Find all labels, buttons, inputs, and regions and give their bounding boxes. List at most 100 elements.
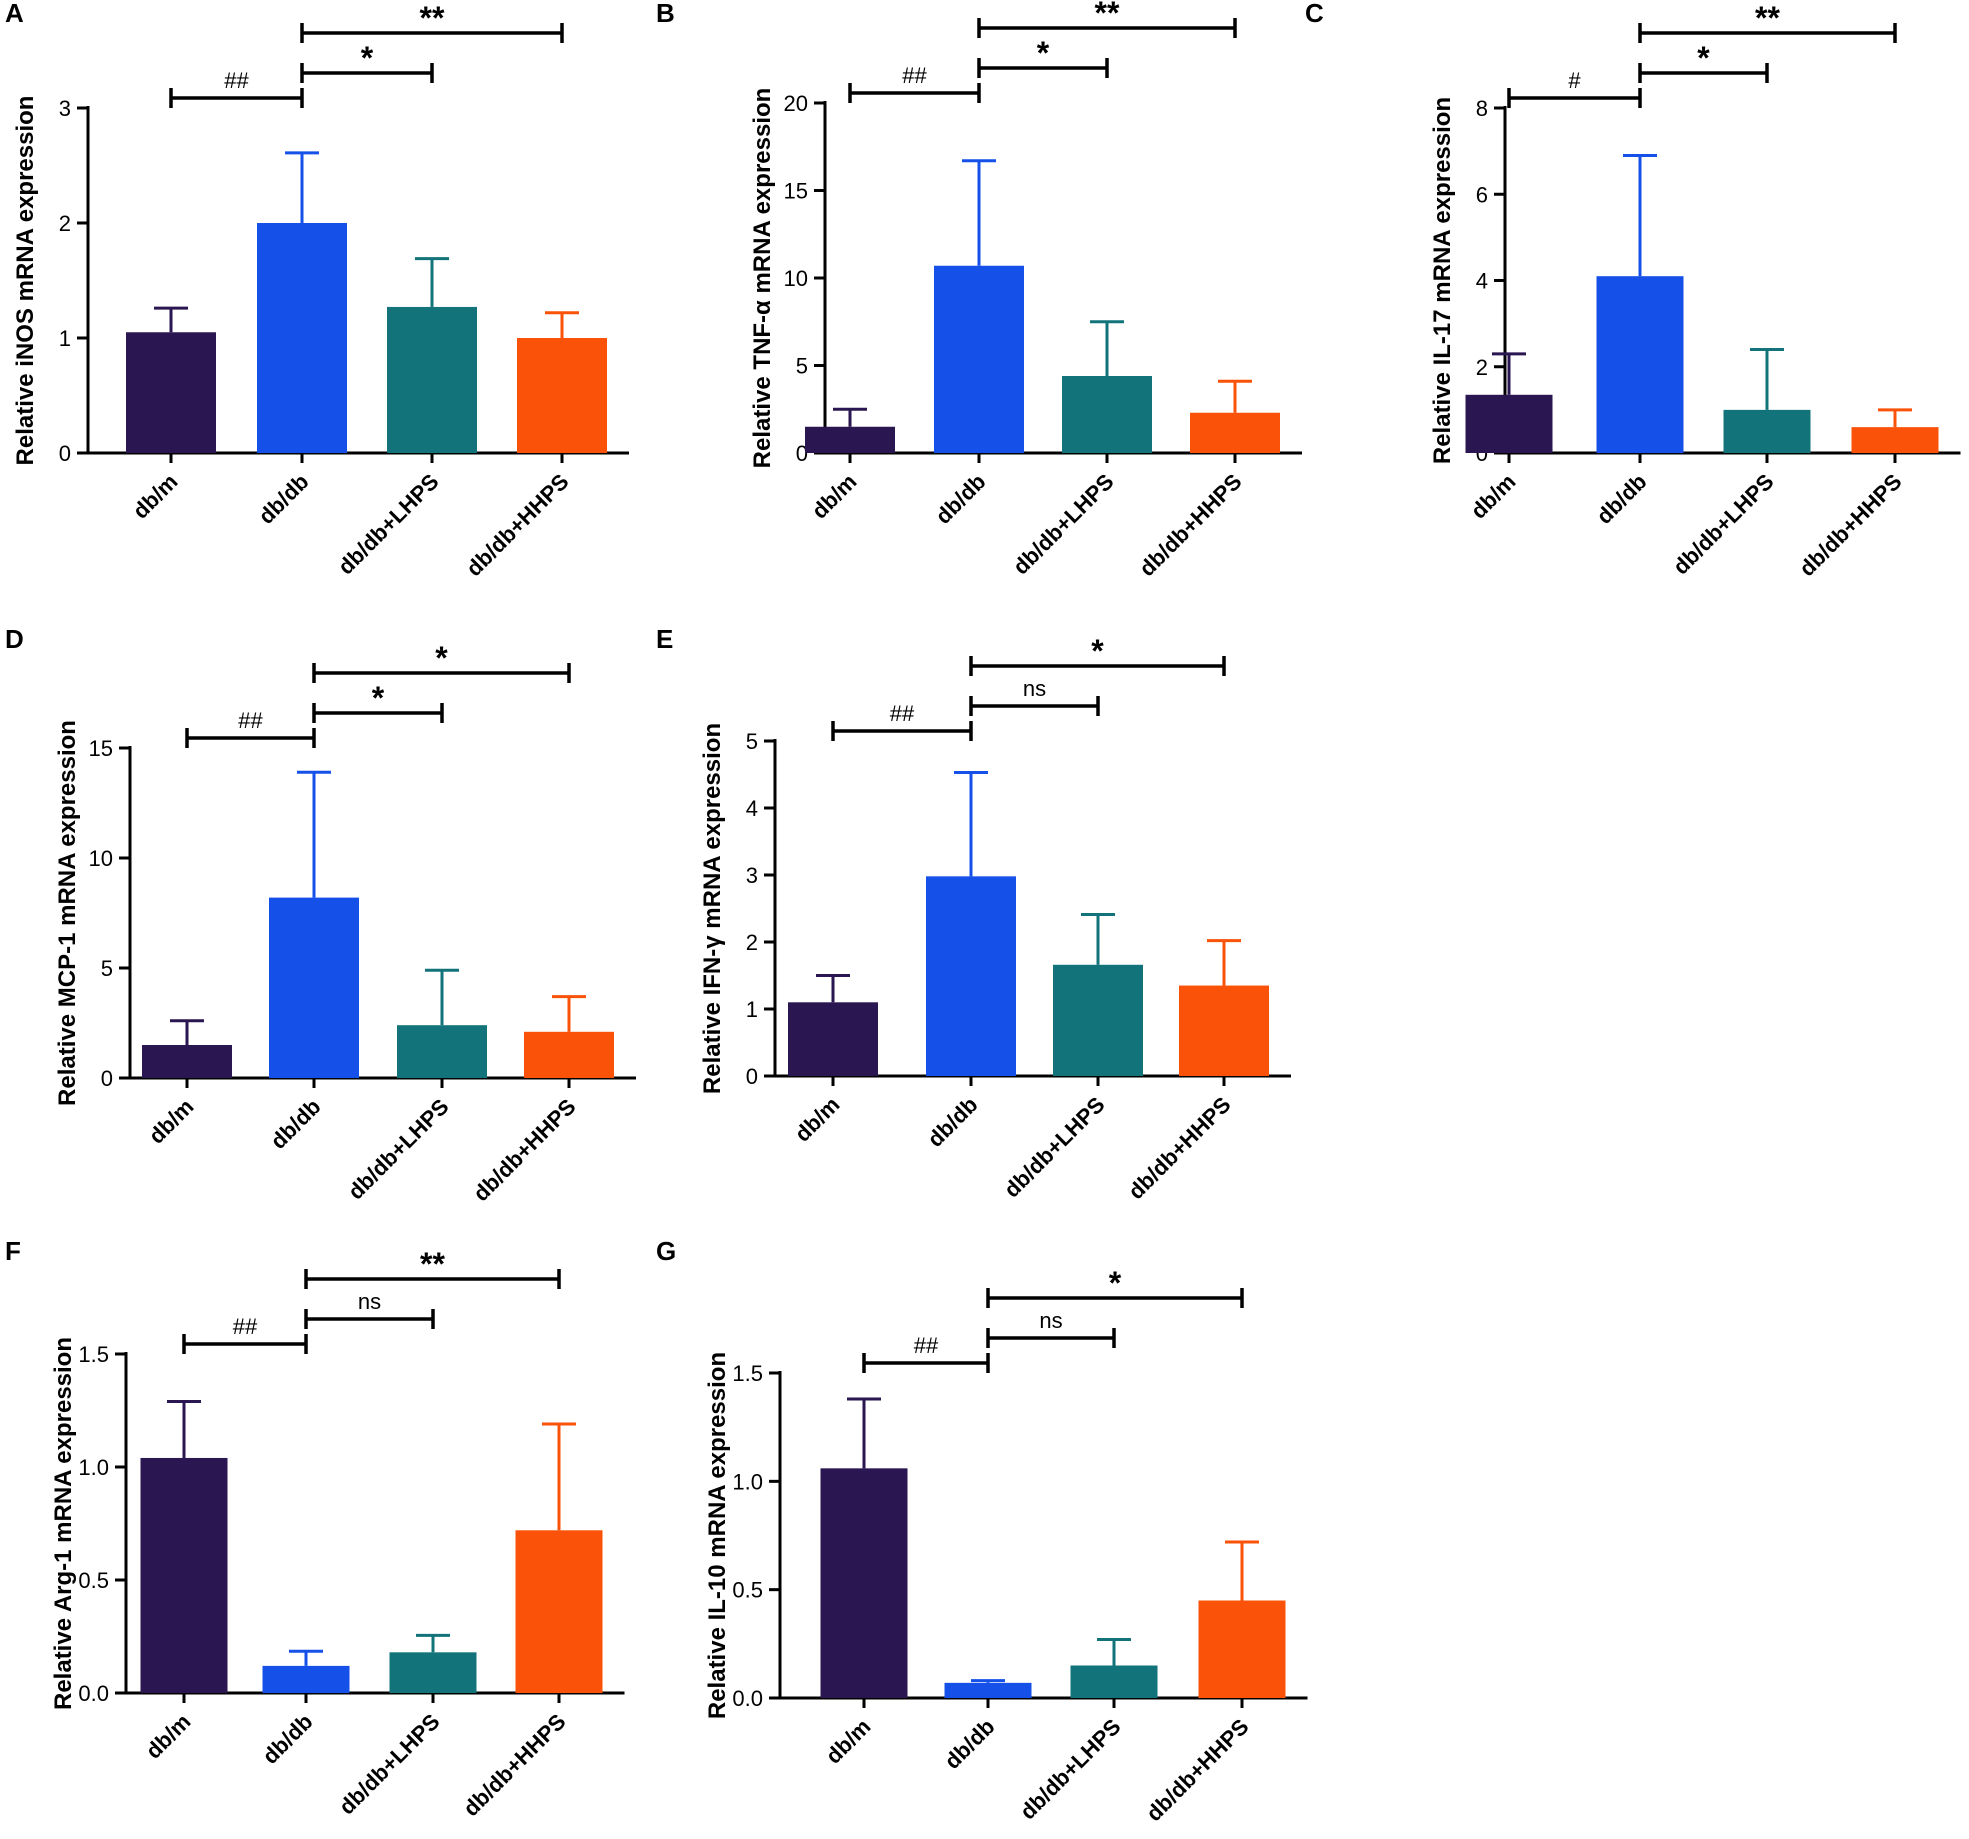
x-tick-label-c: db/db — [1592, 469, 1652, 529]
y-axis-label-g: Relative IL-10 mRNA expression — [704, 1352, 731, 1719]
x-tick-label-g: db/db+LHPS — [1015, 1714, 1126, 1825]
bar-e-3 — [1179, 985, 1269, 1076]
x-tick-label-f: db/m — [141, 1709, 196, 1764]
panel-letter-g: G — [656, 1236, 676, 1266]
sig-label-e-0: ## — [890, 701, 915, 726]
y-tick-label-a: 3 — [59, 96, 71, 121]
bar-b-1 — [934, 265, 1024, 453]
sig-label-g-2: * — [1109, 1265, 1122, 1301]
y-tick-label-a: 0 — [59, 441, 71, 466]
bar-d-1 — [269, 897, 359, 1078]
sig-label-e-2: * — [1091, 633, 1104, 669]
y-tick-label-g: 1.5 — [732, 1361, 763, 1386]
y-tick-label-c: 4 — [1476, 269, 1488, 294]
y-axis-label-b: Relative TNF-α mRNA expression — [749, 88, 776, 469]
panel-letter-f: F — [5, 1236, 21, 1266]
sig-label-e-1: ns — [1023, 676, 1046, 701]
sig-label-a-1: * — [361, 40, 374, 76]
bar-b-2 — [1062, 376, 1152, 453]
bar-c-2 — [1723, 409, 1811, 453]
bar-e-0 — [788, 1002, 878, 1076]
y-tick-label-d: 10 — [89, 846, 113, 871]
x-tick-label-d: db/db — [266, 1094, 326, 1154]
sig-label-a-2: ** — [420, 0, 445, 36]
x-tick-label-b: db/db — [931, 469, 991, 529]
y-tick-label-e: 5 — [746, 729, 758, 754]
sig-label-c-1: * — [1697, 40, 1710, 76]
bar-c-1 — [1596, 276, 1684, 453]
y-tick-label-b: 20 — [784, 91, 808, 116]
y-axis-label-e: Relative IFN-γ mRNA expression — [699, 723, 726, 1094]
y-tick-label-f: 1.0 — [78, 1455, 109, 1480]
y-tick-label-f: 1.5 — [78, 1342, 109, 1367]
bar-f-1 — [262, 1665, 350, 1693]
bar-a-2 — [387, 306, 477, 453]
panel-letter-c: C — [1305, 0, 1324, 28]
x-tick-label-g: db/db+HHPS — [1141, 1714, 1253, 1826]
y-tick-label-f: 0.0 — [78, 1681, 109, 1706]
sig-label-d-1: * — [372, 680, 385, 716]
sig-label-b-1: * — [1037, 35, 1050, 71]
bar-g-3 — [1198, 1600, 1286, 1698]
y-axis-label-d: Relative MCP-1 mRNA expression — [54, 720, 81, 1106]
x-tick-label-d: db/db+HHPS — [468, 1094, 580, 1206]
sig-label-f-0: ## — [233, 1314, 258, 1339]
y-tick-label-e: 1 — [746, 997, 758, 1022]
x-tick-label-d: db/db+LHPS — [343, 1094, 454, 1205]
y-tick-label-c: 6 — [1476, 182, 1488, 207]
bar-g-2 — [1070, 1665, 1158, 1698]
bar-c-0 — [1465, 394, 1553, 453]
sig-label-b-0: ## — [902, 63, 927, 88]
panel-letter-e: E — [656, 624, 673, 654]
bar-f-0 — [140, 1457, 228, 1693]
x-tick-label-c: db/db+HHPS — [1794, 469, 1906, 581]
bar-a-1 — [257, 223, 347, 453]
x-tick-label-a: db/db+HHPS — [461, 469, 573, 581]
sig-label-c-0: # — [1568, 68, 1581, 93]
bar-g-1 — [944, 1682, 1032, 1698]
y-tick-label-e: 4 — [746, 796, 758, 821]
y-tick-label-e: 3 — [746, 863, 758, 888]
bar-b-3 — [1190, 412, 1280, 453]
y-tick-label-e: 2 — [746, 930, 758, 955]
x-tick-label-c: db/db+LHPS — [1668, 469, 1779, 580]
bar-a-3 — [517, 338, 607, 453]
y-tick-label-c: 2 — [1476, 355, 1488, 380]
bar-f-3 — [515, 1530, 603, 1693]
y-tick-label-e: 0 — [746, 1064, 758, 1089]
x-tick-label-a: db/db — [254, 469, 314, 529]
x-tick-label-b: db/m — [807, 469, 862, 524]
y-axis-label-c: Relative IL-17 mRNA expression — [1429, 97, 1456, 464]
y-tick-label-a: 1 — [59, 326, 71, 351]
bar-a-0 — [126, 332, 216, 453]
y-tick-label-g: 0.0 — [732, 1686, 763, 1711]
bar-d-0 — [142, 1045, 232, 1078]
sig-label-b-2: ** — [1095, 0, 1120, 31]
sig-label-g-1: ns — [1039, 1308, 1062, 1333]
panel-letter-b: B — [656, 0, 675, 28]
y-tick-label-d: 15 — [89, 736, 113, 761]
x-tick-label-e: db/db+LHPS — [999, 1092, 1110, 1203]
y-tick-label-d: 5 — [101, 956, 113, 981]
panel-letter-a: A — [5, 0, 24, 28]
x-tick-label-b: db/db+HHPS — [1134, 469, 1246, 581]
sig-label-d-2: * — [435, 640, 448, 676]
y-tick-label-f: 0.5 — [78, 1568, 109, 1593]
x-tick-label-e: db/db+HHPS — [1123, 1092, 1235, 1204]
bar-d-3 — [524, 1031, 614, 1078]
bar-e-2 — [1053, 964, 1143, 1076]
x-tick-label-a: db/m — [128, 469, 183, 524]
x-tick-label-f: db/db+HHPS — [458, 1709, 570, 1821]
sig-label-c-2: ** — [1755, 0, 1780, 36]
x-tick-label-b: db/db+LHPS — [1008, 469, 1119, 580]
y-tick-label-g: 1.0 — [732, 1469, 763, 1494]
y-axis-label-f: Relative Arg-1 mRNA expression — [50, 1337, 77, 1710]
x-tick-label-g: db/m — [821, 1714, 876, 1769]
x-tick-label-a: db/db+LHPS — [333, 469, 444, 580]
y-tick-label-b: 10 — [784, 266, 808, 291]
bar-e-1 — [926, 876, 1016, 1076]
sig-label-g-0: ## — [914, 1333, 939, 1358]
y-tick-label-c: 8 — [1476, 96, 1488, 121]
y-tick-label-a: 2 — [59, 211, 71, 236]
